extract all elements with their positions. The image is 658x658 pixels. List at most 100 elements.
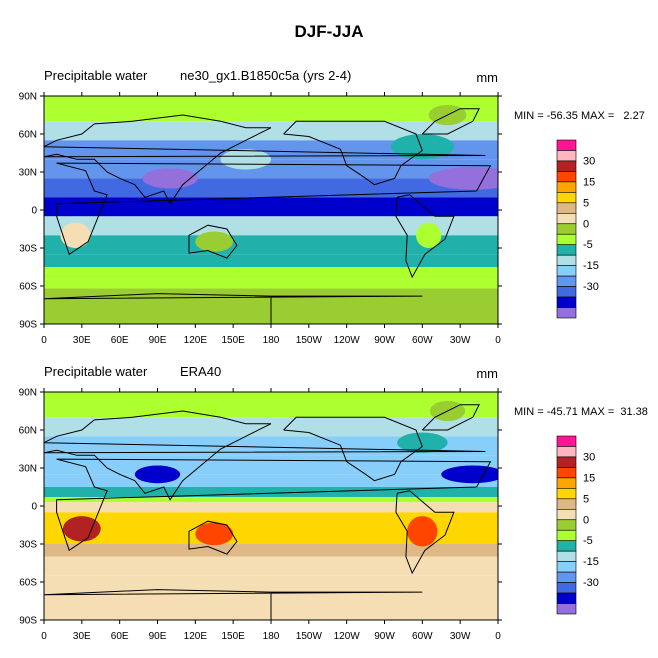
coastline [283,416,423,482]
colorbar-swatch [556,603,577,615]
field-region [195,231,234,252]
x-tick-label: 30E [73,335,91,346]
y-tick-label: 60S [19,282,37,293]
x-tick-label: 0 [495,335,501,346]
colorbar-swatch [556,592,577,604]
y-tick-label: 30S [19,540,37,551]
field-band [44,502,498,513]
x-tick-label: 60W [412,335,433,346]
reanalysis-panel: Precipitable water ERA40 mm MIN = -45.71… [0,358,658,658]
x-tick-label: 120E [184,335,208,346]
colorbar-swatch [556,233,577,246]
colorbar-swatch [556,223,577,235]
colorbar-swatch [556,275,577,287]
coastline [56,458,492,552]
colorbar-swatch [556,244,577,256]
field-band [44,497,498,503]
coastline [44,293,423,324]
colorbar-label: -5 [583,239,593,251]
colorbar-swatch [556,498,577,510]
y-tick-label: 30N [19,168,37,179]
colorbar-label: 15 [583,176,595,188]
field-region [220,149,271,170]
colorbar-swatch [556,254,577,266]
colorbar-label: -30 [583,281,599,293]
y-tick-label: 90N [19,92,37,103]
colorbar-swatch [556,456,577,468]
colorbar-label: 5 [583,197,589,209]
x-tick-label: 30E [73,631,91,642]
field-region [195,522,234,546]
colorbar-swatch [556,212,577,225]
field-region [60,222,91,248]
y-tick-label: 90S [19,616,37,627]
colorbar-swatch [556,286,577,298]
field-region [390,134,454,160]
field-region [142,168,198,189]
figure-title: DJF-JJA [294,22,364,41]
field-band [44,235,498,255]
colorbar-swatch [556,446,577,458]
x-tick-label: 60E [111,631,129,642]
x-tick-label: 120W [334,335,361,346]
colorbar-label: -30 [583,577,599,589]
x-tick-label: 60W [412,631,433,642]
coastline [395,490,455,575]
colorbar-label: 5 [583,493,589,505]
colorbar-swatch [556,582,577,594]
colorbar-label: 30 [583,155,595,167]
y-tick-label: 90S [19,320,37,331]
x-tick-label: 150W [296,631,323,642]
colorbar-swatch [556,571,577,583]
variable-title: Precipitable water [44,68,148,83]
model-panel: Precipitable water ne30_gx1.B1850c5a (yr… [0,62,658,362]
x-tick-label: 180 [263,631,280,642]
y-tick-label: 30N [19,464,37,475]
coastline [421,108,480,135]
y-tick-label: 0 [31,502,37,513]
colorbar-swatch [556,467,577,479]
field-band [44,474,498,487]
colorbar-swatch [556,519,577,531]
field-band [44,216,498,236]
model-map-chart: 0 30E 60E 90E 120E 150E 180 150W 120W 90W 60W 30W 09… [19,92,599,347]
field-region [62,516,101,542]
field-band [44,556,498,576]
units-label: mm [476,70,498,85]
field-band [44,455,498,475]
colorbar-swatch [556,296,577,308]
field-band [44,96,498,122]
field-band [44,159,498,179]
field-band [44,197,498,217]
x-tick-label: 90E [149,631,167,642]
colorbar-swatch [556,181,577,193]
coastline [44,114,486,205]
coastline [44,410,486,501]
minmax-label: MIN = -56.35 MAX = 2.27 [514,110,645,122]
x-tick-label: 90E [149,335,167,346]
colorbar-swatch [556,508,577,521]
colorbar-label: 30 [583,451,595,463]
colorbar-label: -5 [583,535,593,547]
y-tick-label: 30S [19,244,37,255]
colorbar-swatch [556,160,577,172]
colorbar-swatch [556,307,577,319]
field-band [44,140,498,160]
x-tick-label: 150W [296,335,323,346]
colorbar-label: -15 [583,556,599,568]
x-tick-label: 180 [263,335,280,346]
colorbar-swatch [556,171,577,183]
coastline [283,120,423,186]
colorbar-swatch [556,265,577,277]
x-tick-label: 120E [184,631,208,642]
colorbar-swatch [556,435,577,447]
colorbar-swatch [556,202,577,214]
field-band [44,436,498,456]
x-tick-label: 0 [41,335,47,346]
source-title: ne30_gx1.B1850c5a (yrs 2-4) [180,68,352,83]
y-tick-label: 60S [19,578,37,589]
field-region [428,166,498,190]
x-tick-label: 0 [41,631,47,642]
x-tick-label: 60E [111,335,129,346]
